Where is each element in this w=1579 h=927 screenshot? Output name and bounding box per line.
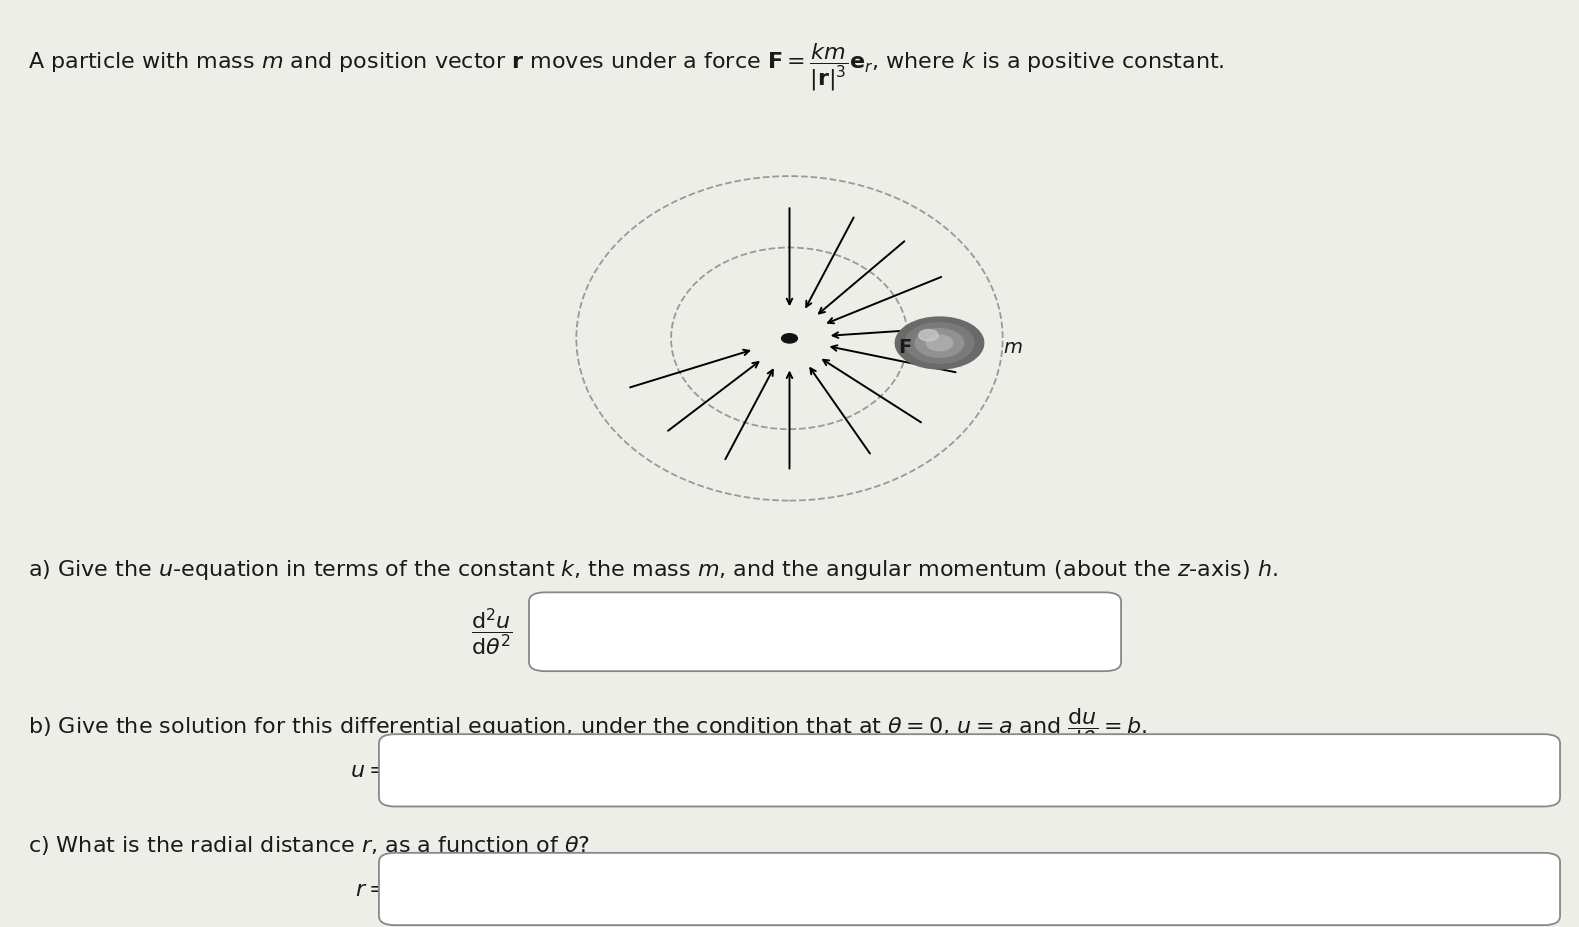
Circle shape — [782, 334, 797, 343]
FancyBboxPatch shape — [379, 853, 1560, 925]
Text: $m$: $m$ — [1003, 338, 1022, 357]
Text: $\mathbf{F}$: $\mathbf{F}$ — [898, 338, 913, 357]
FancyBboxPatch shape — [379, 734, 1560, 806]
Text: A particle with mass $m$ and position vector $\mathbf{r}$ moves under a force $\: A particle with mass $m$ and position ve… — [28, 42, 1225, 94]
Text: a) Give the $u$-equation in terms of the constant $k$, the mass $m$, and the ang: a) Give the $u$-equation in terms of the… — [28, 558, 1279, 582]
Text: $r =$: $r =$ — [355, 879, 387, 901]
Circle shape — [927, 336, 952, 350]
FancyBboxPatch shape — [529, 592, 1121, 671]
Circle shape — [916, 329, 963, 357]
Text: b) Give the solution for this differential equation, under the condition that at: b) Give the solution for this differenti… — [28, 706, 1148, 749]
Text: c) What is the radial distance $r$, as a function of $\theta$?: c) What is the radial distance $r$, as a… — [28, 834, 591, 857]
Text: $\dfrac{\mathrm{d}^2u}{\mathrm{d}\theta^2}$: $\dfrac{\mathrm{d}^2u}{\mathrm{d}\theta^… — [472, 606, 513, 658]
Text: $=$: $=$ — [521, 622, 543, 642]
Circle shape — [919, 329, 938, 341]
Circle shape — [905, 323, 974, 363]
Text: $u =$: $u =$ — [351, 760, 387, 782]
Circle shape — [895, 317, 984, 369]
